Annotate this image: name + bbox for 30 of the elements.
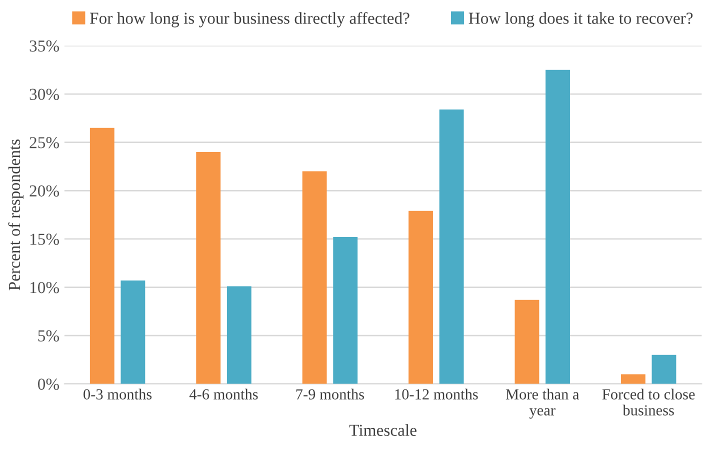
x-tick-label: 4-6 months xyxy=(189,388,258,400)
x-tick-label: 10-12 months xyxy=(395,388,478,400)
bar xyxy=(302,171,327,384)
y-tick-label: 5% xyxy=(38,330,60,342)
y-tick-label: 15% xyxy=(30,234,60,245)
bar xyxy=(120,280,146,384)
x-axis-title: Timescale xyxy=(349,424,416,436)
bar xyxy=(514,300,540,384)
x-tick-label: 0-3 months xyxy=(84,388,152,400)
bar xyxy=(333,237,358,384)
y-tick-label: 30% xyxy=(30,88,60,100)
y-tick-label: 20% xyxy=(30,185,60,197)
y-tick-label: 25% xyxy=(30,137,60,148)
bar xyxy=(620,374,646,384)
y-tick-label: 10% xyxy=(30,282,60,294)
bar xyxy=(439,109,464,384)
y-tick-label: 35% xyxy=(30,40,60,52)
y-tick-label: 0% xyxy=(38,378,60,390)
bar xyxy=(408,210,433,384)
bar xyxy=(226,286,252,384)
bar xyxy=(546,70,570,384)
legend-label: How long does it take to recover? xyxy=(468,12,693,28)
x-tick-label: Forced to close business xyxy=(602,388,695,416)
x-tick-label: 7-9 months xyxy=(296,388,364,400)
y-axis-title: Percent of respondents xyxy=(8,139,24,290)
bar xyxy=(652,354,676,384)
bar xyxy=(90,128,114,384)
legend-label: For how long is your business directly affected? xyxy=(90,12,410,28)
x-tick-label: More than a year xyxy=(506,388,580,419)
bar xyxy=(196,152,221,384)
